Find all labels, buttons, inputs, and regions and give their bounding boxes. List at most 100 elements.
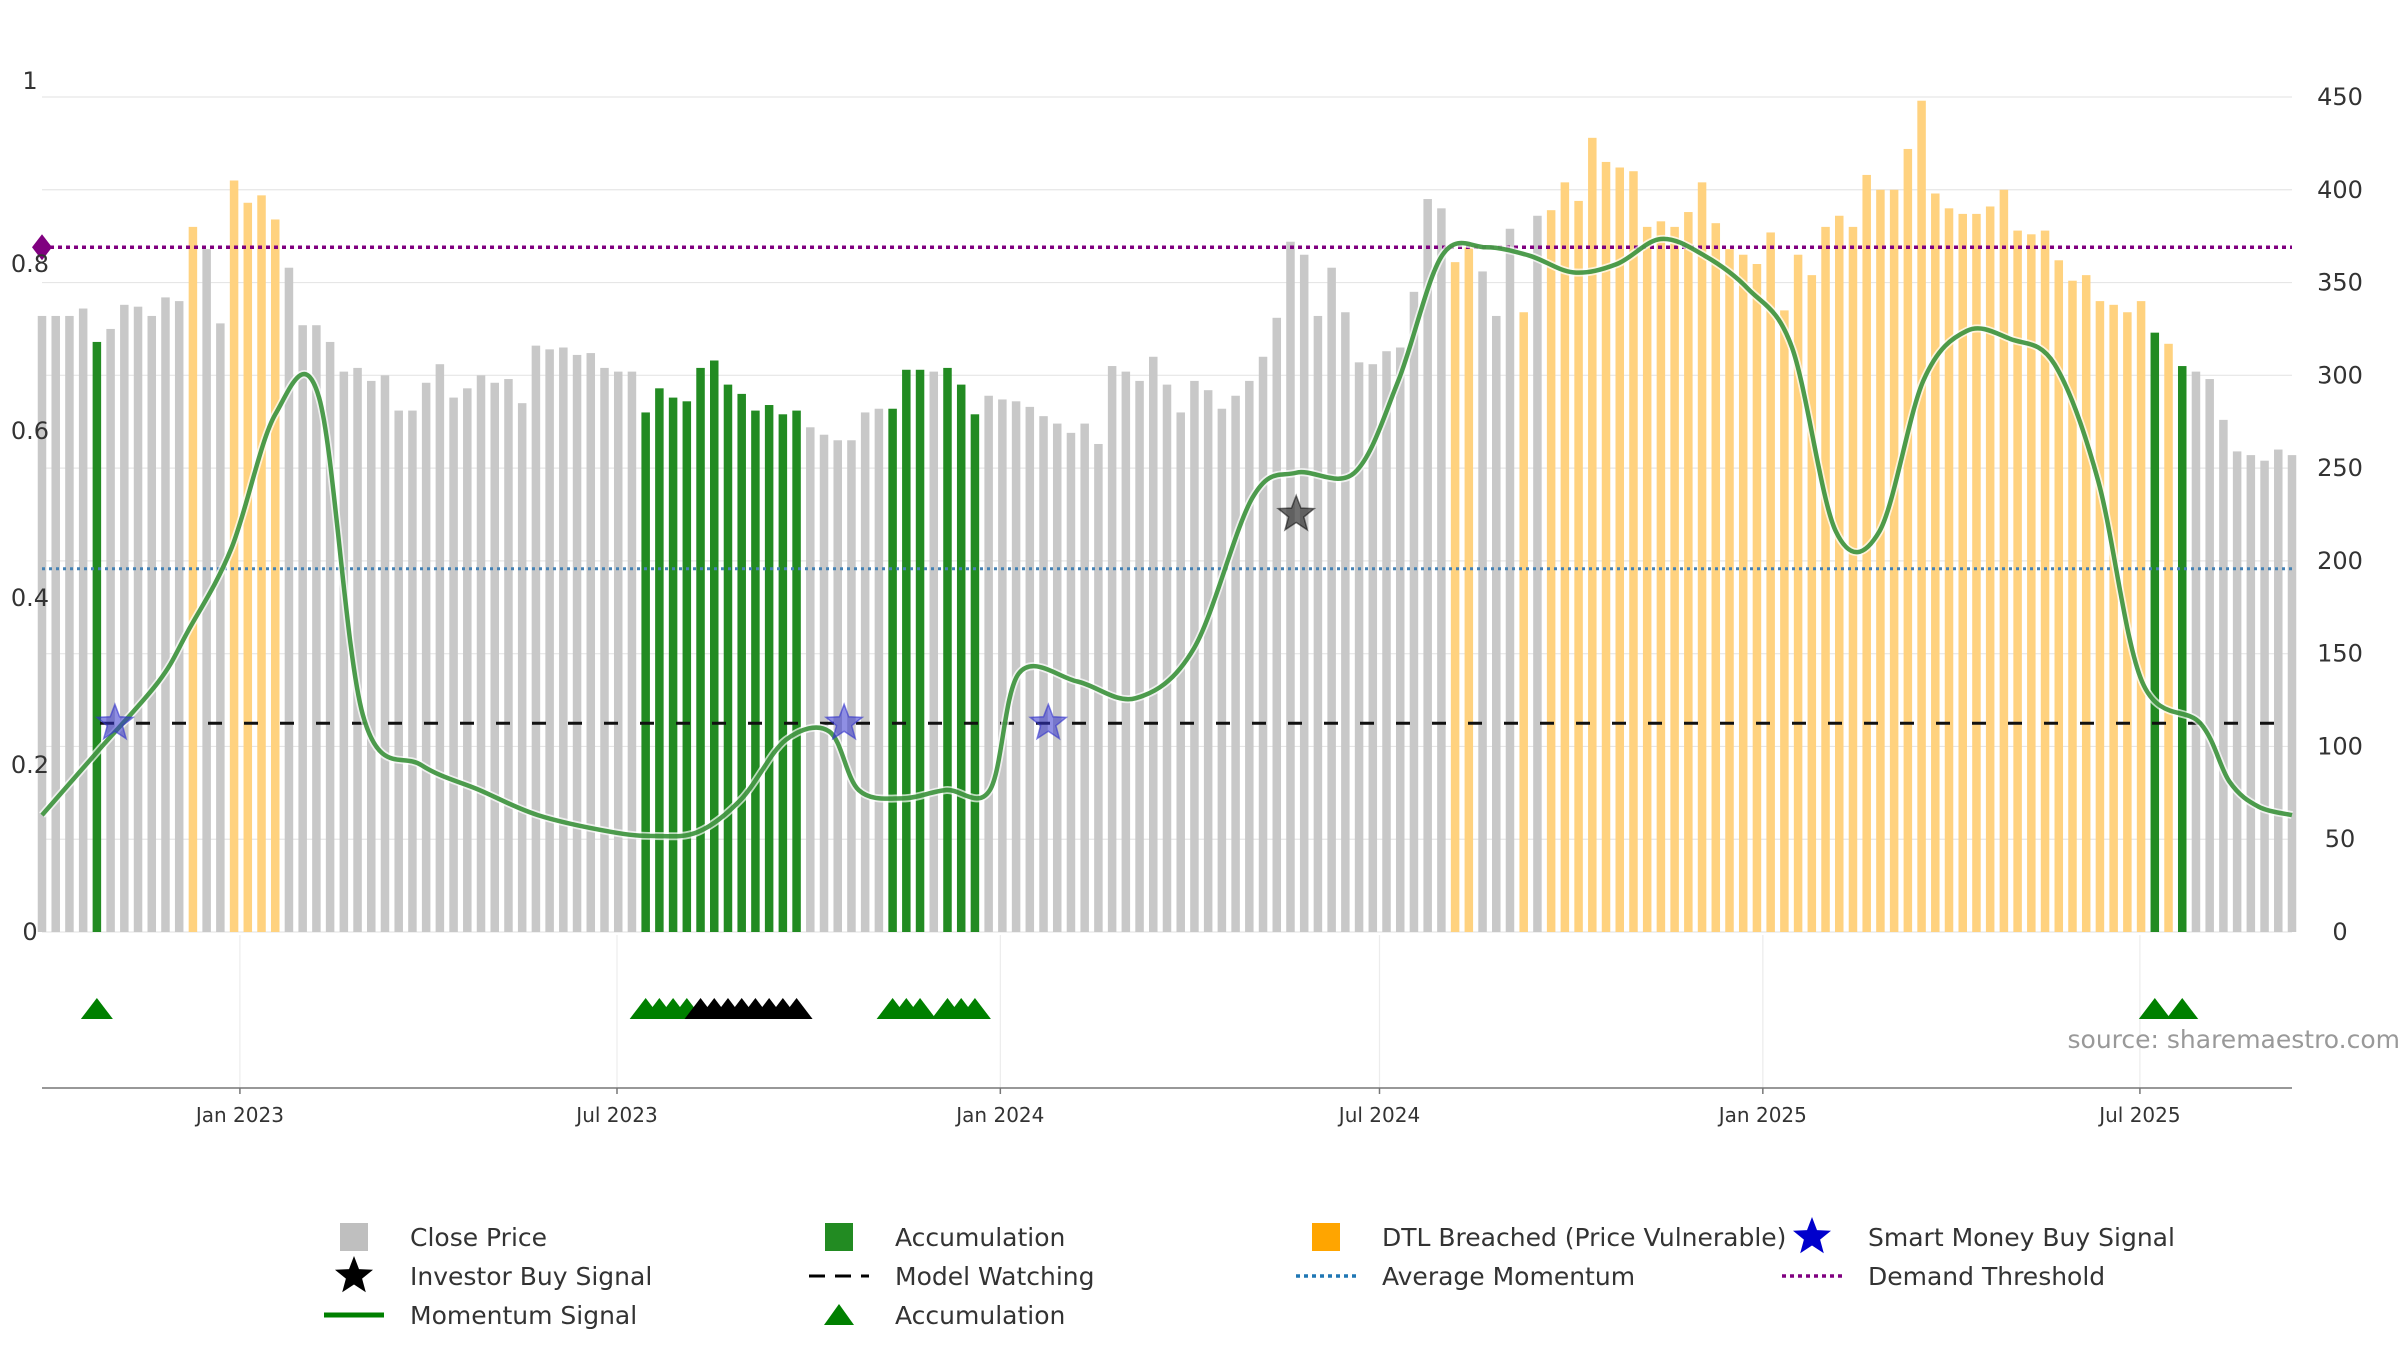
dtl-bar [1821, 227, 1830, 932]
dtl-bar [1917, 101, 1926, 932]
x-tick-label: Jul 2023 [574, 1103, 657, 1127]
close-bar [1506, 229, 1515, 932]
close-bar [1492, 316, 1501, 932]
legend-label: Momentum Signal [410, 1301, 637, 1330]
accumulation-bar [696, 368, 705, 932]
close-bar [545, 349, 554, 932]
close-bar [628, 372, 637, 932]
legend-item: Momentum Signal [324, 1301, 637, 1330]
dtl-bar [1643, 227, 1652, 932]
close-bar [2219, 420, 2228, 932]
close-bar [285, 268, 294, 932]
close-bar [367, 381, 376, 932]
close-bar [1533, 216, 1542, 932]
legend-label: Demand Threshold [1868, 1262, 2105, 1291]
close-bar [1327, 268, 1336, 932]
legend-swatch-icon [340, 1223, 368, 1251]
accumulation-bar [971, 414, 980, 932]
legend-item: Close Price [340, 1223, 547, 1252]
x-tick-label: Jan 2023 [194, 1103, 284, 1127]
accumulation-bar [779, 414, 788, 932]
dtl-bar [1876, 190, 1885, 932]
close-bar [175, 301, 184, 932]
close-bar [422, 383, 431, 932]
close-bar [2274, 450, 2283, 932]
dtl-bar [2082, 275, 2091, 932]
dtl-bar [1780, 310, 1789, 932]
dtl-bar [2068, 281, 2077, 932]
dtl-bar [1849, 227, 1858, 932]
legend-triangle-icon [824, 1304, 854, 1325]
close-bar [477, 375, 486, 932]
right-tick-label: 350 [2317, 269, 2363, 297]
dtl-bar [1739, 255, 1748, 932]
legend-label: Accumulation [895, 1223, 1065, 1252]
close-bar [449, 398, 458, 932]
close-bar [490, 383, 499, 932]
dtl-bar [271, 219, 280, 932]
dtl-bar [2109, 305, 2118, 932]
close-bar [216, 323, 225, 932]
left-tick-label: 0.6 [11, 417, 49, 445]
dtl-bar [2013, 231, 2022, 932]
investor-star-icon [1278, 496, 1314, 530]
accumulation-triangle-icon [2139, 998, 2171, 1019]
close-bar [65, 316, 74, 932]
right-tick-label: 50 [2325, 825, 2356, 853]
legend-item: Model Watching [809, 1262, 1095, 1291]
close-bar [394, 411, 403, 932]
legend-label: Close Price [410, 1223, 547, 1252]
close-bar [1218, 409, 1227, 932]
dtl-bar [1766, 232, 1775, 932]
close-bar [1478, 271, 1487, 932]
legend-item: DTL Breached (Price Vulnerable) [1312, 1223, 1786, 1252]
close-bar [1039, 416, 1048, 932]
close-bar [587, 353, 596, 932]
dtl-bar [1615, 168, 1624, 932]
close-bar [1314, 316, 1323, 932]
x-tick-label: Jan 2025 [1717, 1103, 1807, 1127]
accumulation-bar [902, 370, 911, 932]
close-bar [120, 305, 129, 932]
legend-item: Accumulation [825, 1223, 1065, 1252]
dtl-bar [1657, 221, 1666, 932]
close-bar [106, 329, 115, 932]
accumulation-bar [888, 409, 897, 932]
dtl-bar [1465, 247, 1474, 932]
dtl-bar [1972, 214, 1981, 932]
close-bar [875, 409, 884, 932]
right-tick-label: 200 [2317, 547, 2363, 575]
close-bar [518, 403, 527, 932]
close-bar [1163, 385, 1172, 932]
legend-star-icon [1793, 1217, 1831, 1253]
accumulation-bar [916, 370, 925, 932]
close-bar [833, 440, 842, 932]
close-bar [148, 316, 157, 932]
close-bar [847, 440, 856, 932]
close-bar [806, 427, 815, 932]
right-tick-label: 250 [2317, 454, 2363, 482]
close-bar [1410, 292, 1419, 932]
close-bar [1382, 351, 1391, 932]
legend-item: Investor Buy Signal [335, 1256, 652, 1292]
close-bar [463, 388, 472, 932]
close-bar [998, 399, 1007, 932]
accumulation-bar [751, 411, 760, 932]
close-bar [38, 316, 47, 932]
close-bar [1355, 362, 1364, 932]
legend-item: Smart Money Buy Signal [1793, 1217, 2175, 1253]
close-bar [930, 372, 939, 932]
close-bar [504, 379, 513, 932]
dtl-bar [1588, 138, 1597, 932]
left-tick-label: 1 [22, 67, 37, 95]
close-bar [1259, 357, 1268, 932]
source-label: source: sharemaestro.com [2068, 1025, 2400, 1054]
close-bar [1286, 242, 1295, 932]
accumulation-bar [2151, 333, 2160, 932]
close-bar [1012, 401, 1021, 932]
close-bar [134, 307, 143, 932]
close-bar [408, 411, 417, 932]
accumulation-bar [724, 385, 733, 932]
